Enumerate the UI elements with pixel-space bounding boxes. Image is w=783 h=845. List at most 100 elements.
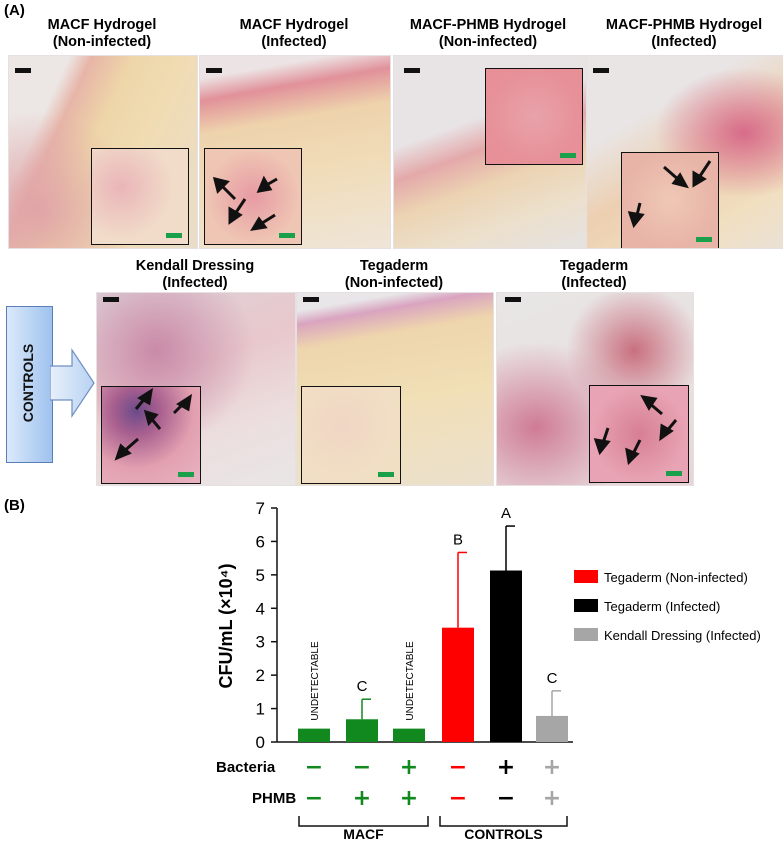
group-label-controls: CONTROLS (464, 826, 543, 842)
undetectable-label: UNDETECTABLE (310, 641, 321, 721)
significance-letter: C (357, 678, 368, 695)
histology-image-tegaderm-noninfected (296, 292, 494, 486)
legend-swatch (574, 570, 598, 583)
panel-a-label: (A) (4, 2, 25, 19)
bar (393, 728, 425, 742)
y-tick-label: 1 (256, 700, 265, 719)
phmb-row-label: PHMB (252, 790, 297, 807)
significance-letter: A (501, 505, 511, 522)
y-tick-label: 3 (256, 633, 265, 652)
sign-symbol: − (304, 786, 324, 811)
inset-zoom (101, 386, 201, 484)
sign-symbol: + (542, 786, 562, 811)
inset-zoom (301, 386, 401, 484)
title-tegaderm-infected: Tegaderm (Infected) (496, 258, 692, 292)
y-axis-label: CFU/mL (×10⁴) (216, 563, 236, 688)
group-label-macf: MACF (343, 826, 384, 842)
title-kendall-infected: Kendall Dressing (Infected) (96, 258, 294, 292)
title-line1: Kendall Dressing (135, 258, 255, 274)
sign-symbol: + (399, 755, 419, 780)
arrows (627, 160, 712, 229)
title-macf-phmb-infected: MACF-PHMB Hydrogel (Infected) (586, 17, 782, 51)
sign-symbol: − (448, 786, 468, 811)
inset-zoom (485, 68, 583, 165)
y-tick-label: 2 (256, 666, 265, 685)
legend-swatch (574, 628, 598, 641)
controls-arrow-icon (50, 348, 95, 418)
title-line2: (Infected) (162, 275, 228, 291)
inset-scale-bar (696, 237, 712, 242)
sign-symbol: + (496, 755, 516, 780)
arrows (114, 387, 193, 461)
inset-scale-bar (166, 233, 182, 238)
y-tick-label: 7 (256, 499, 265, 518)
histology-image-tegaderm-infected (496, 292, 694, 486)
scale-bar (404, 68, 420, 73)
legend: Tegaderm (Non-infected) Tegaderm (Infecte… (574, 570, 761, 643)
title-line2: (Infected) (261, 34, 327, 50)
title-tegaderm-noninfected: Tegaderm (Non-infected) (296, 258, 492, 292)
title-line1: MACF-PHMB Hydrogel (605, 17, 763, 33)
title-line2: (Infected) (651, 34, 717, 50)
panel-b-label: (B) (4, 497, 25, 514)
undetectable-label: UNDETECTABLE (405, 641, 416, 721)
bar (442, 627, 474, 742)
title-line2: (Non-infected) (438, 34, 538, 50)
inset-scale-bar (279, 233, 295, 238)
bar (346, 719, 378, 742)
inset-scale-bar (178, 472, 194, 477)
bar (298, 728, 330, 742)
legend-label: Tegaderm (Infected) (604, 599, 720, 614)
y-tick-label: 4 (256, 599, 265, 618)
title-line1: Tegaderm (559, 258, 629, 274)
title-line2: (Non-infected) (344, 275, 444, 291)
bars: UNDETECTABLE C UNDETECTABLE B A C (298, 505, 568, 742)
histology-image-macf-phmb-infected (586, 55, 783, 249)
legend-label: Tegaderm (Non-infected) (604, 570, 748, 585)
scale-bar (593, 68, 609, 73)
controls-box (6, 306, 53, 463)
histology-image-macf-phmb-noninfected (393, 55, 588, 249)
arrows (212, 175, 278, 232)
sign-symbol: + (399, 786, 419, 811)
arrows (593, 395, 678, 466)
significance-letter: B (453, 531, 463, 548)
title-macf-noninfected: MACF Hydrogel (Non-infected) (8, 17, 196, 51)
histology-image-macf-infected (199, 55, 391, 249)
bacteria-row-label: Bacteria (216, 759, 276, 776)
sign-symbol: − (448, 755, 468, 780)
inset-scale-bar (378, 472, 394, 477)
sign-symbol: + (352, 786, 372, 811)
inset-zoom (621, 152, 719, 248)
histology-image-macf-noninfected (8, 55, 198, 249)
scale-bar (103, 297, 119, 302)
sign-symbol: − (304, 755, 324, 780)
bar (536, 715, 568, 742)
title-line2: (Non-infected) (52, 34, 152, 50)
title-line2: (Infected) (561, 275, 627, 291)
title-macf-infected: MACF Hydrogel (Infected) (199, 17, 389, 51)
sign-symbol: − (352, 755, 372, 780)
scale-bar (15, 68, 31, 73)
inset-zoom (589, 385, 689, 483)
inset-zoom (91, 148, 189, 245)
legend-label: Kendall Dressing (Infected) (604, 628, 761, 643)
title-line1: MACF Hydrogel (239, 17, 349, 33)
title-line1: MACF Hydrogel (47, 17, 157, 33)
sign-symbol: + (542, 755, 562, 780)
inset-scale-bar (666, 471, 682, 476)
legend-swatch (574, 599, 598, 612)
inset-scale-bar (560, 153, 576, 158)
scale-bar (206, 68, 222, 73)
y-tick-label: 5 (256, 566, 265, 585)
y-tick-label: 6 (256, 532, 265, 551)
scale-bar (505, 297, 521, 302)
significance-letter: C (547, 670, 558, 687)
inset-zoom (204, 148, 302, 245)
histology-image-kendall-infected (96, 292, 296, 486)
y-tick-label: 0 (256, 733, 265, 752)
bar (490, 570, 522, 742)
sign-symbol: − (496, 786, 516, 811)
